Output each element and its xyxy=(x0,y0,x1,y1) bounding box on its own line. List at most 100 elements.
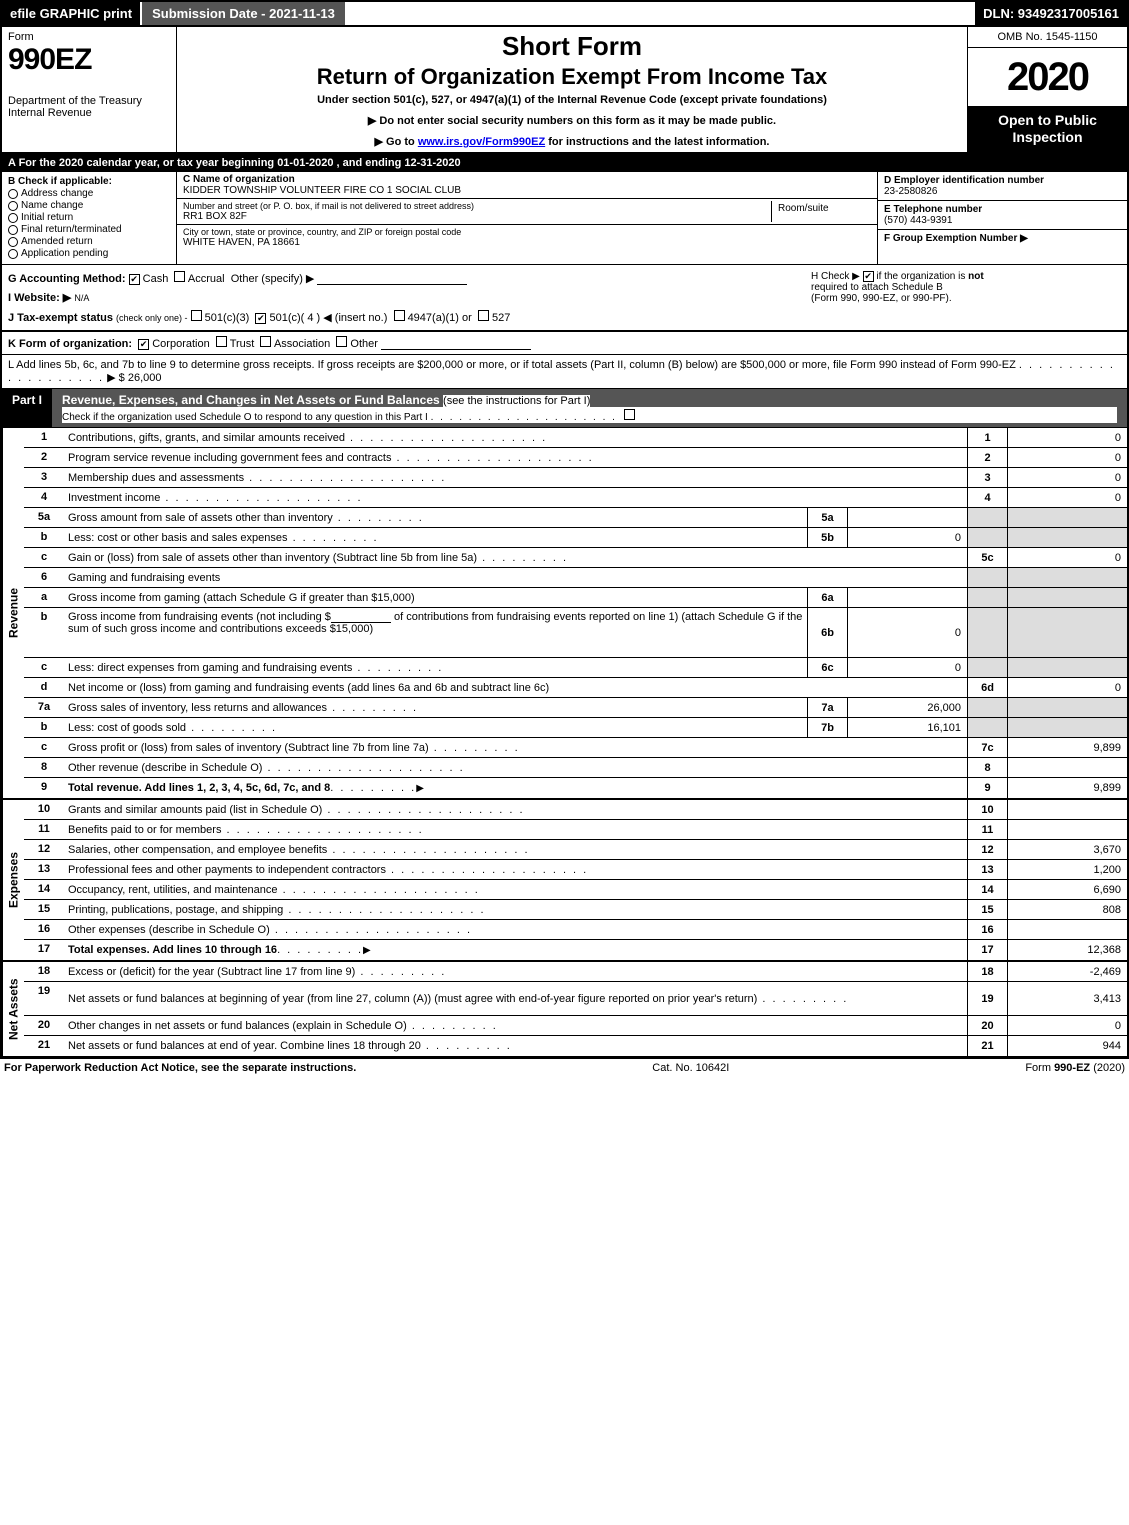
l3-txt: Membership dues and assessments xyxy=(68,472,446,484)
l6d-col: 6d xyxy=(967,678,1007,697)
l1-no: 1 xyxy=(24,428,64,447)
l18-no: 18 xyxy=(24,962,64,981)
l7b-shade1 xyxy=(967,718,1007,737)
l6a-subval xyxy=(847,588,967,607)
l21-no: 21 xyxy=(24,1036,64,1056)
j-527-check-icon xyxy=(478,310,489,321)
chk-final-return: Final return/terminated xyxy=(21,224,122,235)
l9-arrow-icon xyxy=(416,782,424,794)
l6d-val: 0 xyxy=(1007,678,1127,697)
irs-link[interactable]: www.irs.gov/Form990EZ xyxy=(418,136,545,148)
l5c-txt: Gain or (loss) from sale of assets other… xyxy=(68,552,568,564)
note-goto-post: for instructions and the latest informat… xyxy=(548,136,769,148)
l9-txt: Total revenue. Add lines 1, 2, 3, 4, 5c,… xyxy=(68,782,330,794)
d-ein-value: 23-2580826 xyxy=(884,186,1121,197)
l7b-subval: 16,101 xyxy=(847,718,967,737)
l13-col: 13 xyxy=(967,860,1007,879)
k-corp-check-icon xyxy=(138,339,149,350)
g-label: G Accounting Method: xyxy=(8,273,126,285)
l6b-subval: 0 xyxy=(847,608,967,657)
j-501c-check-icon xyxy=(255,313,266,324)
l5b-txt: Less: cost or other basis and sales expe… xyxy=(68,532,379,544)
l7a-subval: 26,000 xyxy=(847,698,967,717)
l9-val: 9,899 xyxy=(1007,778,1127,798)
l6c-shade1 xyxy=(967,658,1007,677)
info-block: B Check if applicable: Address change Na… xyxy=(0,172,1129,265)
j-501c3-check-icon xyxy=(191,310,202,321)
part1-check-dots xyxy=(431,412,617,423)
form-word: Form xyxy=(8,31,170,43)
l14-val: 6,690 xyxy=(1007,880,1127,899)
c-addr-label: Number and street (or P. O. box, if mail… xyxy=(183,201,771,211)
subtitle: Under section 501(c), 527, or 4947(a)(1)… xyxy=(183,94,961,106)
l19-col: 19 xyxy=(967,982,1007,1015)
l5a-no: 5a xyxy=(24,508,64,527)
l17-txt: Total expenses. Add lines 10 through 16 xyxy=(68,944,277,956)
l19-txt: Net assets or fund balances at beginning… xyxy=(68,993,848,1005)
l15-val: 808 xyxy=(1007,900,1127,919)
l10-no: 10 xyxy=(24,800,64,819)
l4-txt: Investment income xyxy=(68,492,363,504)
rot-revenue: Revenue xyxy=(2,428,24,798)
note-goto-pre: ▶ Go to xyxy=(375,136,418,148)
d-ein-label: D Employer identification number xyxy=(884,175,1121,186)
h-text3: not xyxy=(968,271,984,282)
l5b-no: b xyxy=(24,528,64,547)
l-amount: 26,000 xyxy=(128,372,162,384)
header-bar: efile GRAPHIC print Submission Date - 20… xyxy=(0,0,1129,27)
l12-col: 12 xyxy=(967,840,1007,859)
tax-year: 2020 xyxy=(968,48,1127,106)
l5b-shade2 xyxy=(1007,528,1127,547)
l16-no: 16 xyxy=(24,920,64,939)
l6b-no: b xyxy=(24,608,64,657)
l17-val: 12,368 xyxy=(1007,940,1127,960)
g-other: Other (specify) ▶ xyxy=(231,273,315,285)
k-trust-check-icon xyxy=(216,336,227,347)
l3-val: 0 xyxy=(1007,468,1127,487)
part1-tag: Part I xyxy=(2,389,52,427)
l10-val xyxy=(1007,800,1127,819)
l11-no: 11 xyxy=(24,820,64,839)
part1-check-line: Check if the organization used Schedule … xyxy=(62,412,428,423)
l8-val xyxy=(1007,758,1127,777)
l3-col: 3 xyxy=(967,468,1007,487)
i-label: I Website: ▶ xyxy=(8,292,71,304)
k-other: Other xyxy=(350,338,378,350)
k-other-blank xyxy=(381,338,531,350)
title-return: Return of Organization Exempt From Incom… xyxy=(183,64,961,90)
col-c: C Name of organization KIDDER TOWNSHIP V… xyxy=(177,172,877,264)
l10-txt: Grants and similar amounts paid (list in… xyxy=(68,804,525,816)
l7c-txt: Gross profit or (loss) from sales of inv… xyxy=(68,742,520,754)
part1-title-text: Revenue, Expenses, and Changes in Net As… xyxy=(62,393,440,407)
l21-txt: Net assets or fund balances at end of ye… xyxy=(68,1040,512,1052)
j-sub: (check only one) - xyxy=(116,313,188,323)
l6a-sub: 6a xyxy=(807,588,847,607)
l13-no: 13 xyxy=(24,860,64,879)
footer-right-pre: Form xyxy=(1025,1062,1054,1074)
l6a-shade1 xyxy=(967,588,1007,607)
c-name-label: C Name of organization xyxy=(183,174,871,185)
footer-mid: Cat. No. 10642I xyxy=(652,1062,729,1074)
k-other-check-icon xyxy=(336,336,347,347)
l10-col: 10 xyxy=(967,800,1007,819)
l20-val: 0 xyxy=(1007,1016,1127,1035)
chk-amended-return-icon xyxy=(8,237,18,247)
omb-number: OMB No. 1545-1150 xyxy=(968,27,1127,48)
j-label: J Tax-exempt status xyxy=(8,312,113,324)
l7b-sub: 7b xyxy=(807,718,847,737)
l5b-sub: 5b xyxy=(807,528,847,547)
l7c-val: 9,899 xyxy=(1007,738,1127,757)
l5a-txt: Gross amount from sale of assets other t… xyxy=(68,512,424,524)
footer-right-post: (2020) xyxy=(1093,1062,1125,1074)
g-accrual-check-icon xyxy=(174,271,185,282)
l19-val: 3,413 xyxy=(1007,982,1127,1015)
l6a-txt: Gross income from gaming (attach Schedul… xyxy=(68,592,415,604)
i-value: N/A xyxy=(74,293,89,303)
f-group-label: F Group Exemption Number ▶ xyxy=(884,233,1121,244)
l5a-shade1 xyxy=(967,508,1007,527)
l5a-shade2 xyxy=(1007,508,1127,527)
g-cash: Cash xyxy=(143,273,169,285)
h-text1: H Check ▶ xyxy=(811,271,860,282)
l11-col: 11 xyxy=(967,820,1007,839)
l16-val xyxy=(1007,920,1127,939)
